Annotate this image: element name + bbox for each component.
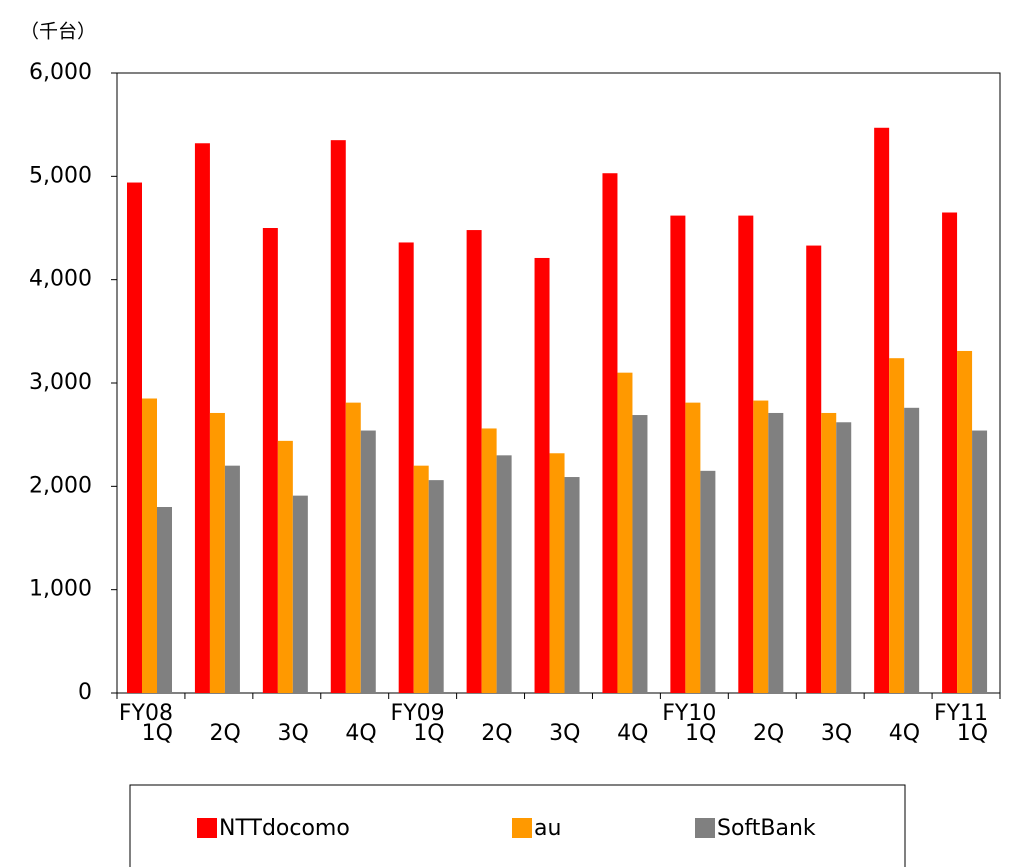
bar <box>345 402 361 693</box>
x-tick-label: 4Q <box>888 721 921 746</box>
bar <box>142 398 157 693</box>
y-tick-label: 3,000 <box>29 370 92 395</box>
bar <box>262 228 278 693</box>
y-tick-label: 5,000 <box>29 163 92 188</box>
bar <box>549 453 565 693</box>
x-tick-label: 4Q <box>345 721 377 746</box>
x-tick-label: 3Q <box>820 721 853 746</box>
bar <box>957 350 973 693</box>
legend-box <box>129 784 906 867</box>
x-tick-label: 3Q <box>277 721 309 746</box>
bar <box>670 215 686 693</box>
bar <box>330 140 346 693</box>
bar <box>534 257 550 693</box>
bar <box>806 245 822 694</box>
bar <box>360 430 376 693</box>
y-tick-label: 4,000 <box>29 267 92 292</box>
bar <box>413 465 429 693</box>
y-tick-label: 6,000 <box>29 60 92 85</box>
x-tick-label: 2Q <box>752 721 785 746</box>
bar <box>224 465 240 693</box>
bar <box>481 428 497 693</box>
x-tick-label: FY09 1Q <box>390 701 445 746</box>
x-tick-label: 2Q <box>481 721 513 746</box>
x-tick-label: 4Q <box>617 721 649 746</box>
bar <box>632 415 648 693</box>
bar <box>564 477 580 693</box>
bar <box>753 400 769 693</box>
bar <box>889 358 905 693</box>
bar <box>768 412 784 693</box>
bar <box>292 495 308 693</box>
legend-label: SoftBank <box>717 816 816 841</box>
x-tick-label: FY08 1Q <box>118 701 173 746</box>
bar <box>972 430 988 693</box>
bar <box>398 242 414 693</box>
y-tick-label: 2,000 <box>29 473 92 498</box>
bar <box>496 455 512 693</box>
bar <box>466 230 482 694</box>
bar <box>942 212 958 693</box>
bar <box>617 372 633 693</box>
bar <box>685 402 701 693</box>
bar <box>874 127 890 694</box>
legend-swatch <box>695 818 715 838</box>
bar <box>738 215 754 693</box>
bar <box>821 412 837 693</box>
bar <box>277 440 293 693</box>
bar <box>194 143 210 693</box>
legend-label: au <box>534 816 561 841</box>
x-tick-label: FY10 1Q <box>662 701 717 746</box>
bar <box>836 422 852 693</box>
bar <box>127 182 142 694</box>
x-tick-label: 3Q <box>549 721 581 746</box>
bar <box>209 412 225 693</box>
x-tick-label: 2Q <box>209 721 241 746</box>
legend-swatch <box>197 818 217 838</box>
legend-label: NTTdocomo <box>219 816 350 841</box>
y-tick-label: 1,000 <box>29 577 92 602</box>
bar <box>428 480 444 693</box>
x-tick-label: FY11 1Q <box>933 701 989 746</box>
y-unit-label: （千台） <box>20 21 96 43</box>
bar <box>904 407 920 693</box>
bar <box>700 470 716 693</box>
bar <box>157 507 172 693</box>
y-tick-label: 0 <box>78 680 92 705</box>
legend-swatch <box>512 818 532 838</box>
bar <box>602 173 618 693</box>
